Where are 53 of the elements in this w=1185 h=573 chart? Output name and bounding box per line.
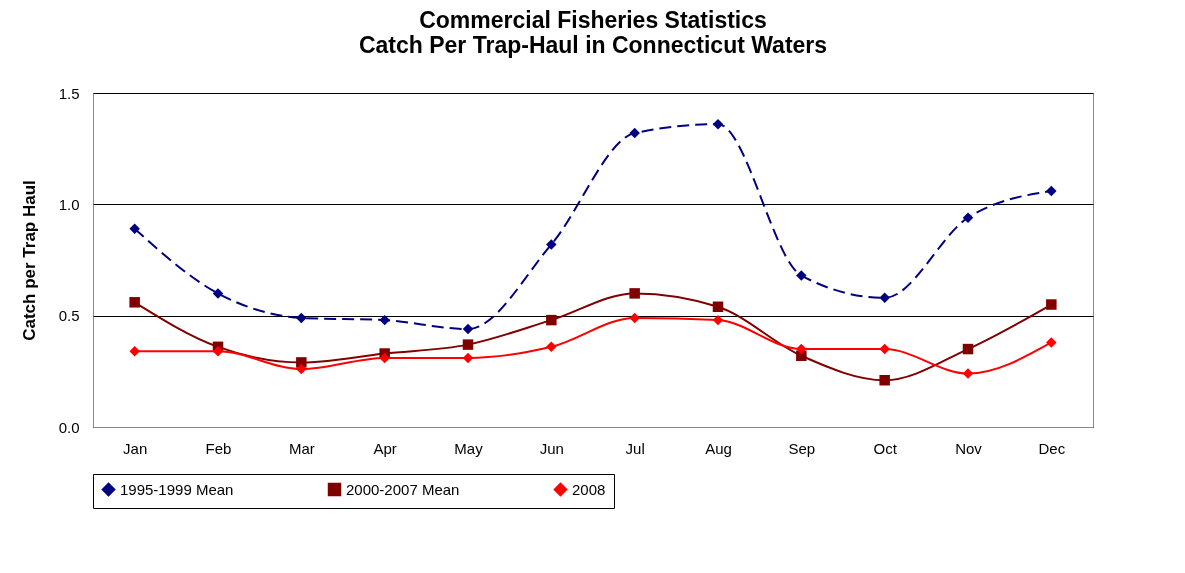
point (462, 352, 474, 364)
x-tick-label: Sep (788, 439, 816, 457)
y-axis-title: Catch per Trap Haul (19, 180, 39, 341)
point (379, 352, 390, 364)
point (796, 270, 807, 281)
x-tick-label: Aug (705, 439, 732, 457)
point (712, 301, 724, 312)
x-tick-label: Dec (1038, 439, 1066, 457)
point (629, 288, 640, 299)
x-tick-label: Feb (205, 439, 232, 457)
point (629, 312, 640, 324)
point (546, 341, 557, 353)
x-tick-label: Mar (288, 439, 315, 457)
y-tick-label: 0.5 (58, 307, 80, 325)
point (1046, 185, 1057, 197)
point (879, 292, 890, 304)
x-tick-label: Jun (539, 439, 564, 457)
chart-title: Commercial Fisheries Statistics Catch Per Trap-Haul in Connecticut Waters (358, 7, 828, 58)
y-tick-label: 1.5 (58, 84, 80, 102)
x-tick-label: Oct (873, 439, 898, 457)
y-tick-label: 0.0 (58, 418, 80, 436)
point (379, 314, 390, 326)
x-tick-label: Jul (625, 439, 645, 457)
point (296, 363, 307, 375)
point (962, 368, 974, 379)
x-tick-label: Apr (373, 439, 397, 457)
point (546, 239, 557, 250)
legend-label: 1995-1999 Mean (120, 480, 234, 498)
point (129, 346, 140, 357)
point (462, 323, 474, 335)
legend-label: 2000-2007 Mean (346, 480, 460, 498)
point (879, 375, 890, 386)
point (212, 288, 224, 299)
point (462, 339, 474, 350)
point (212, 346, 224, 357)
point (879, 343, 890, 355)
point (1046, 337, 1057, 348)
point (629, 127, 640, 139)
point (712, 314, 724, 326)
point (1046, 299, 1057, 310)
point (296, 312, 307, 324)
point (962, 212, 974, 223)
x-tick-label: May (454, 439, 484, 457)
point (712, 118, 724, 130)
legend-label: 2008 (572, 480, 606, 498)
point (546, 314, 557, 326)
y-tick-label: 1.0 (58, 195, 80, 213)
x-tick-label: Jan (123, 439, 148, 457)
point (129, 297, 140, 308)
point (962, 343, 974, 355)
x-tick-label: Nov (955, 439, 983, 457)
point (796, 343, 807, 355)
point (129, 223, 140, 235)
